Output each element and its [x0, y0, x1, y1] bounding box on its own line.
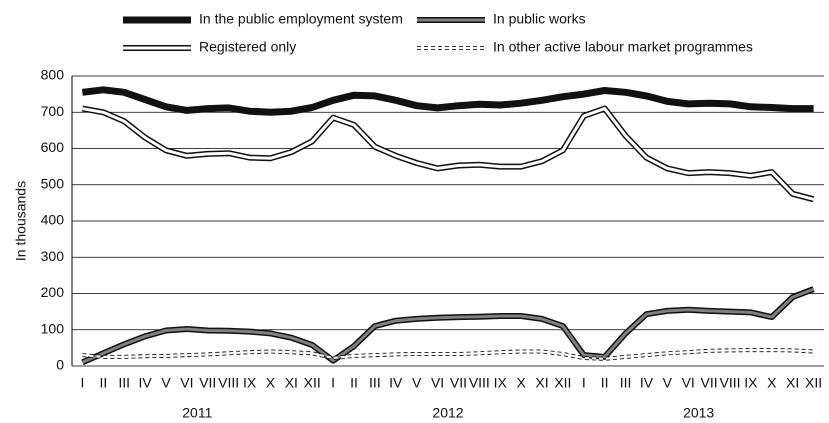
- x-tick-label: V: [412, 375, 422, 391]
- x-tick-label: X: [767, 375, 777, 391]
- series-line: [82, 107, 814, 201]
- x-tick-label: IV: [640, 375, 654, 391]
- x-tick-label: X: [266, 375, 276, 391]
- x-tick-label: VII: [450, 375, 467, 391]
- x-tick-label: VIII: [218, 375, 239, 391]
- x-tick-label: III: [369, 375, 381, 391]
- x-tick-label: XI: [786, 375, 799, 391]
- x-tick-label: VIII: [469, 375, 490, 391]
- legend-item: In other active labour market programmes: [417, 39, 753, 55]
- series-line: [81, 86, 814, 116]
- x-tick-label: III: [118, 375, 130, 391]
- x-tick-label: I: [80, 375, 84, 391]
- legend-label: In public works: [493, 11, 586, 27]
- x-tick-label: III: [620, 375, 632, 391]
- y-tick-label: 0: [56, 357, 64, 373]
- x-tick-label: VI: [180, 375, 193, 391]
- x-tick-label: XI: [285, 375, 298, 391]
- x-tick-label: XII: [805, 375, 822, 391]
- x-tick-label: I: [582, 375, 586, 391]
- legend-item: In public works: [417, 11, 586, 27]
- y-tick-label: 100: [41, 320, 65, 336]
- series-line: [81, 287, 815, 364]
- x-tick-label: VII: [199, 375, 216, 391]
- x-tick-label: IX: [243, 375, 257, 391]
- x-tick-label: VI: [682, 375, 695, 391]
- year-label: 2011: [182, 405, 212, 421]
- x-tick-label: IV: [138, 375, 152, 391]
- year-label: 2012: [432, 405, 463, 421]
- legend-label: In the public employment system: [199, 11, 403, 27]
- y-tick-label: 500: [41, 175, 65, 191]
- x-tick-label: XII: [304, 375, 321, 391]
- x-tick-label: I: [331, 375, 335, 391]
- x-tick-label: XII: [554, 375, 571, 391]
- legend-item: In the public employment system: [123, 11, 403, 27]
- x-tick-label: IX: [744, 375, 758, 391]
- legend-label: In other active labour market programmes: [493, 39, 753, 55]
- x-tick-label: VII: [701, 375, 718, 391]
- y-axis-label: In thousands: [13, 181, 29, 261]
- x-tick-label: II: [99, 375, 107, 391]
- series: [81, 105, 815, 203]
- series: [81, 86, 814, 116]
- y-tick-label: 800: [41, 67, 65, 83]
- series: [82, 348, 814, 361]
- x-tick-label: V: [663, 375, 673, 391]
- x-tick-label: X: [516, 375, 526, 391]
- year-label: 2013: [683, 405, 714, 421]
- series: [81, 286, 815, 366]
- x-tick-label: XI: [535, 375, 548, 391]
- x-tick-label: IX: [494, 375, 508, 391]
- x-tick-label: II: [350, 375, 358, 391]
- x-tick-label: IV: [389, 375, 403, 391]
- y-tick-label: 600: [41, 139, 65, 155]
- x-tick-label: II: [601, 375, 609, 391]
- x-tick-label: V: [161, 375, 171, 391]
- y-tick-label: 300: [41, 248, 65, 264]
- x-tick-label: VIII: [719, 375, 740, 391]
- y-tick-label: 700: [41, 103, 65, 119]
- y-tick-label: 200: [41, 284, 65, 300]
- x-tick-label: VI: [431, 375, 444, 391]
- series-line: [82, 349, 814, 360]
- y-tick-label: 400: [41, 212, 65, 228]
- legend-item: Registered only: [123, 39, 296, 55]
- legend-label: Registered only: [199, 39, 296, 55]
